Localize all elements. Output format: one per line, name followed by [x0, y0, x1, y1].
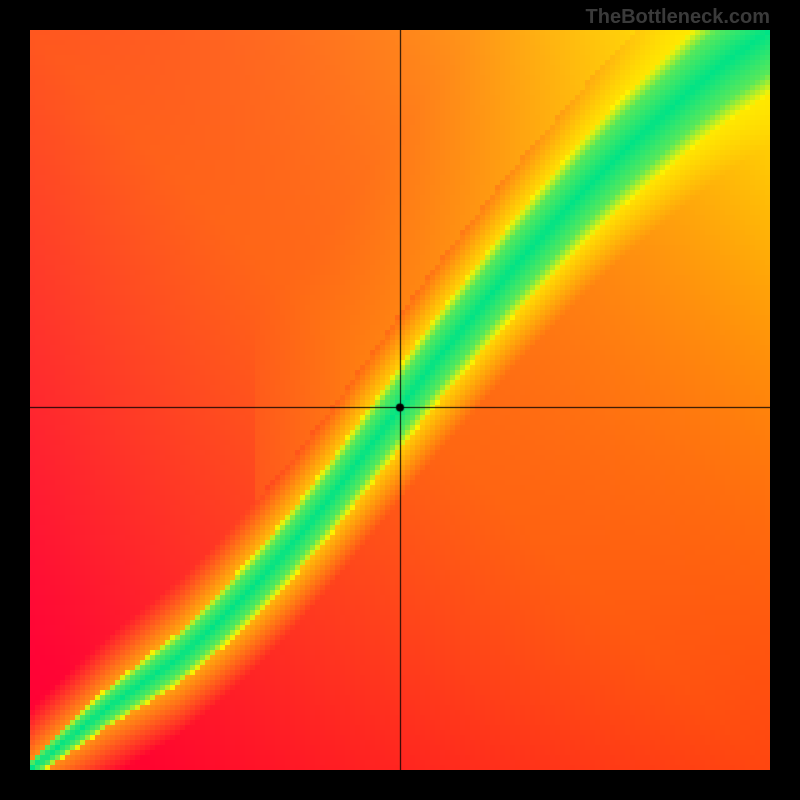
crosshair-overlay — [30, 30, 770, 770]
watermark-text: TheBottleneck.com — [586, 6, 770, 29]
chart-container: TheBottleneck.com — [0, 0, 800, 800]
